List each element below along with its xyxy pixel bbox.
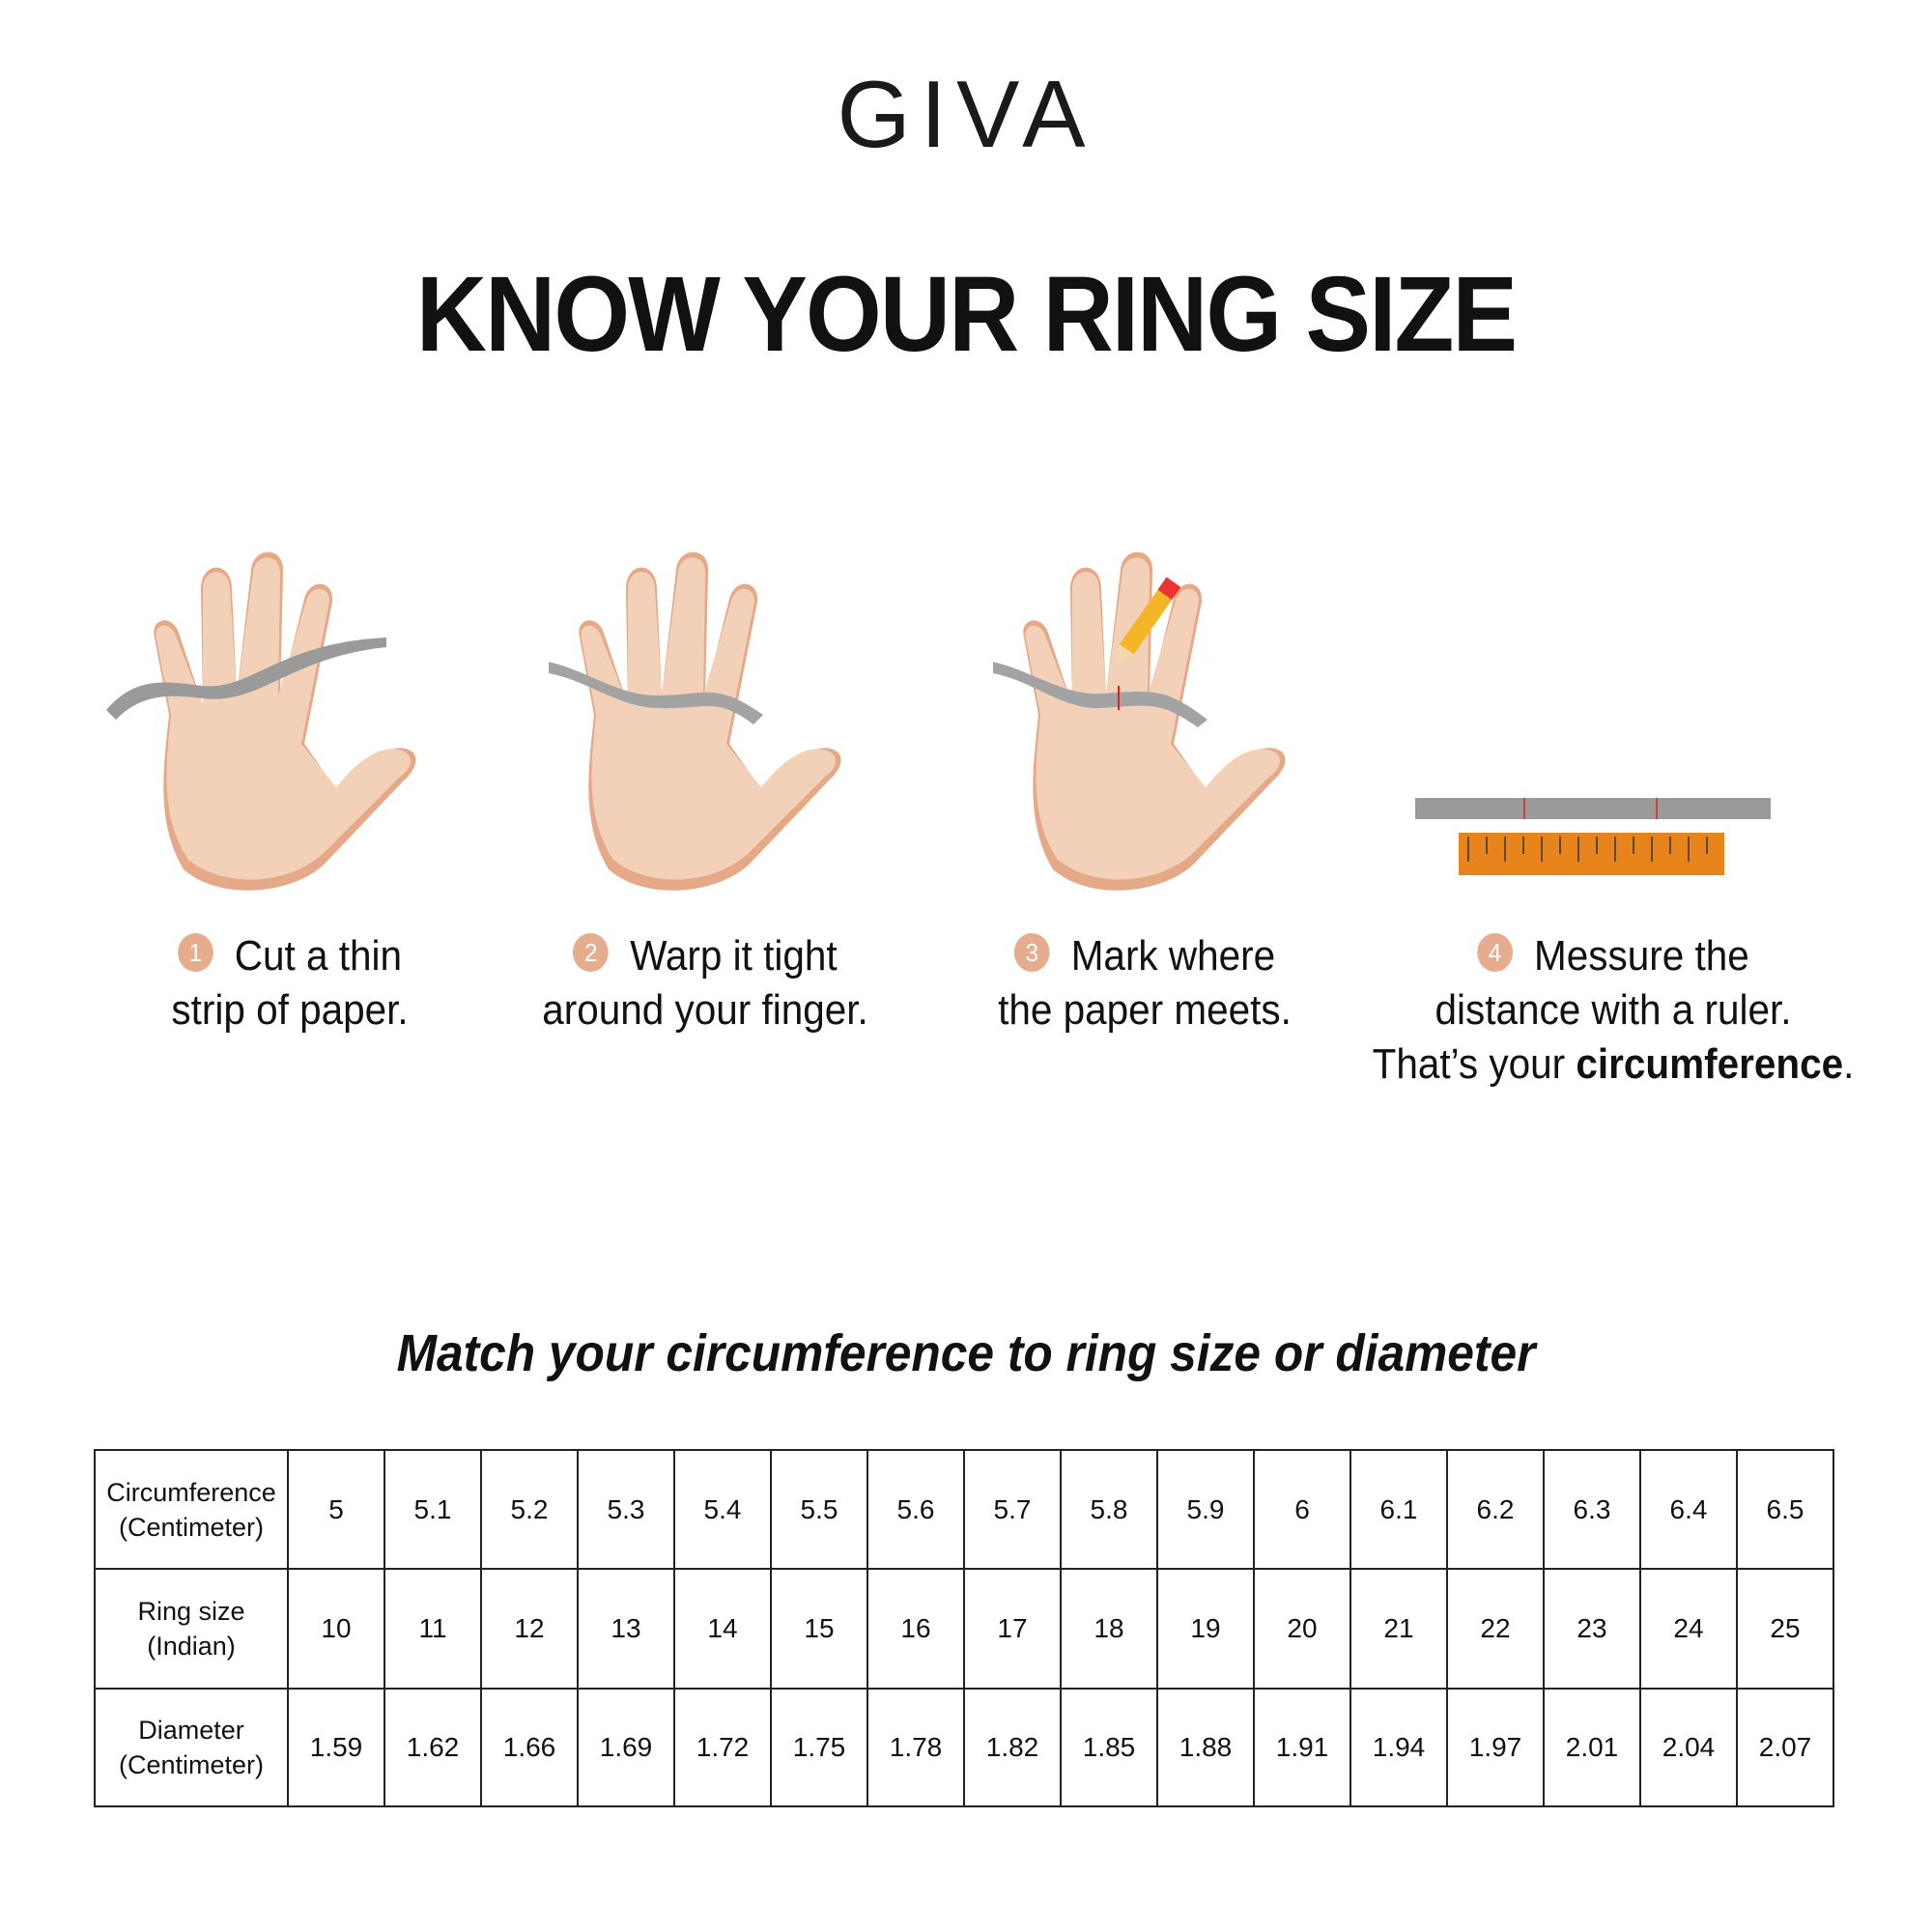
step-text: . xyxy=(1843,1040,1855,1088)
table-cell: 24 xyxy=(1639,1568,1738,1690)
table-cell: 1.72 xyxy=(673,1688,772,1807)
table-cell: 6.1 xyxy=(1350,1449,1448,1570)
table-cell: 6.2 xyxy=(1446,1449,1545,1570)
table-cell: 5.7 xyxy=(963,1449,1062,1570)
step-text: strip of paper. xyxy=(171,986,409,1034)
table-cell: 23 xyxy=(1543,1568,1641,1690)
table-cell: 12 xyxy=(480,1568,579,1690)
row-header-line: (Indian) xyxy=(147,1632,236,1661)
row-header-line: Circumference xyxy=(106,1477,276,1507)
ruler-illustration xyxy=(1415,798,1771,875)
step-text: the paper meets. xyxy=(998,986,1292,1034)
step-text-bold: circumference xyxy=(1576,1040,1844,1088)
table-cell: 5.3 xyxy=(577,1449,675,1570)
step-number-badge: 3 xyxy=(1013,933,1050,973)
ring-size-table: Circumference (Centimeter) 5 5.1 5.2 5.3 5.4 5.… xyxy=(94,1449,1834,1807)
table-cell: 20 xyxy=(1253,1568,1351,1690)
table-cell: 11 xyxy=(384,1568,482,1690)
table-row: Ring size (Indian) 10 11 12 13 14 15 16 17 18 19 20 2… xyxy=(94,1568,1834,1690)
table-cell: 17 xyxy=(963,1568,1062,1690)
row-header: Ring size (Indian) xyxy=(94,1568,289,1690)
table-cell: 13 xyxy=(577,1568,675,1690)
table-cell: 6.3 xyxy=(1543,1449,1641,1570)
row-header-line: (Centimeter) xyxy=(118,1512,265,1542)
table-cell: 1.94 xyxy=(1350,1688,1448,1807)
pencil-icon xyxy=(1115,577,1181,666)
table-cell: 1.88 xyxy=(1156,1688,1255,1807)
table-cell: 5.1 xyxy=(384,1449,482,1570)
table-cell: 21 xyxy=(1350,1568,1448,1690)
table-cell: 6.4 xyxy=(1639,1449,1738,1570)
table-cell: 5.6 xyxy=(867,1449,965,1570)
table-row: Diameter (Centimeter) 1.59 1.62 1.66 1.69 1.72… xyxy=(94,1688,1834,1807)
table-cell: 5.8 xyxy=(1060,1449,1158,1570)
step-text: Warp it tight xyxy=(630,932,838,980)
table-heading: Match your circumference to ring size or… xyxy=(396,1324,1536,1382)
paper-strip xyxy=(106,638,386,720)
table-cell: 1.78 xyxy=(867,1688,965,1807)
step-text: around your finger. xyxy=(542,986,868,1034)
row-header: Circumference (Centimeter) xyxy=(94,1449,289,1570)
hand-wrap-illustration xyxy=(549,552,841,891)
hand-illustration xyxy=(579,552,841,891)
table-cell: 14 xyxy=(673,1568,772,1690)
table-cell: 5.2 xyxy=(480,1449,579,1570)
paper-strip xyxy=(993,662,1208,727)
step-1: 1 Cut a thin strip of paper. xyxy=(95,929,486,1037)
step-text: Mark where xyxy=(1070,932,1276,980)
row-header-line: Ring size xyxy=(137,1597,245,1626)
step-text: Cut a thin xyxy=(234,932,403,980)
table-cell: 1.62 xyxy=(384,1688,482,1807)
step-number-badge: 4 xyxy=(1477,933,1513,973)
table-cell: 19 xyxy=(1156,1568,1255,1690)
table-cell: 5.4 xyxy=(673,1449,772,1570)
step-number-badge: 1 xyxy=(177,933,213,973)
page-title: KNOW YOUR RING SIZE xyxy=(415,255,1518,374)
table-row: Circumference (Centimeter) 5 5.1 5.2 5.3 5.4 5.… xyxy=(94,1449,1834,1570)
hand-paper-strip-illustration xyxy=(106,552,416,891)
table-cell: 1.69 xyxy=(577,1688,675,1807)
step-text: distance with a ruler. xyxy=(1435,986,1792,1034)
hand-mark-illustration xyxy=(993,552,1286,891)
giva-logo: GIVA xyxy=(837,61,1095,167)
table-cell: 1.59 xyxy=(287,1688,385,1807)
table-cell: 15 xyxy=(770,1568,868,1690)
table-cell: 2.07 xyxy=(1736,1688,1834,1807)
step-3: 3 Mark where the paper meets. xyxy=(950,929,1341,1037)
table-cell: 6 xyxy=(1253,1449,1351,1570)
step-number-badge: 2 xyxy=(573,933,610,973)
step-text: That’s your xyxy=(1372,1040,1577,1088)
step-2: 2 Warp it tight around your finger. xyxy=(510,929,901,1037)
row-header: Diameter (Centimeter) xyxy=(94,1688,289,1807)
table-cell: 5.5 xyxy=(770,1449,868,1570)
row-header-line: Diameter xyxy=(138,1716,244,1745)
hand-illustration xyxy=(1023,552,1286,891)
step-text: Messure the xyxy=(1534,932,1749,980)
table-cell: 18 xyxy=(1060,1568,1158,1690)
table-cell: 1.97 xyxy=(1446,1688,1545,1807)
table-cell: 10 xyxy=(287,1568,385,1690)
hand-illustration xyxy=(154,552,416,891)
table-cell: 25 xyxy=(1736,1568,1834,1690)
table-cell: 2.04 xyxy=(1639,1688,1738,1807)
table-cell: 1.66 xyxy=(480,1688,579,1807)
row-header-line: (Centimeter) xyxy=(118,1750,265,1779)
table-cell: 1.91 xyxy=(1253,1688,1351,1807)
table-cell: 5 xyxy=(287,1449,385,1570)
table-cell: 2.01 xyxy=(1543,1688,1641,1807)
table-cell: 1.85 xyxy=(1060,1688,1158,1807)
table-cell: 22 xyxy=(1446,1568,1545,1690)
table-cell: 1.75 xyxy=(770,1688,868,1807)
step-4: 4 Messure the distance with a ruler. That… xyxy=(1355,929,1871,1092)
table-cell: 1.82 xyxy=(963,1688,1062,1807)
ruler xyxy=(1459,833,1724,875)
paper-strip xyxy=(1415,798,1771,819)
table-cell: 6.5 xyxy=(1736,1449,1834,1570)
table-cell: 5.9 xyxy=(1156,1449,1255,1570)
table-cell: 16 xyxy=(867,1568,965,1690)
